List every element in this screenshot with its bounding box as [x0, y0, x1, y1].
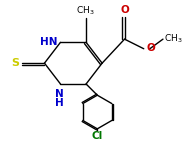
Text: O: O: [121, 5, 130, 15]
Text: O: O: [147, 43, 155, 53]
Text: S: S: [11, 58, 19, 68]
Text: N
H: N H: [55, 89, 64, 108]
Text: CH$_3$: CH$_3$: [76, 5, 95, 17]
Text: HN: HN: [40, 37, 57, 46]
Text: Cl: Cl: [92, 131, 103, 141]
Text: CH$_3$: CH$_3$: [164, 33, 182, 45]
